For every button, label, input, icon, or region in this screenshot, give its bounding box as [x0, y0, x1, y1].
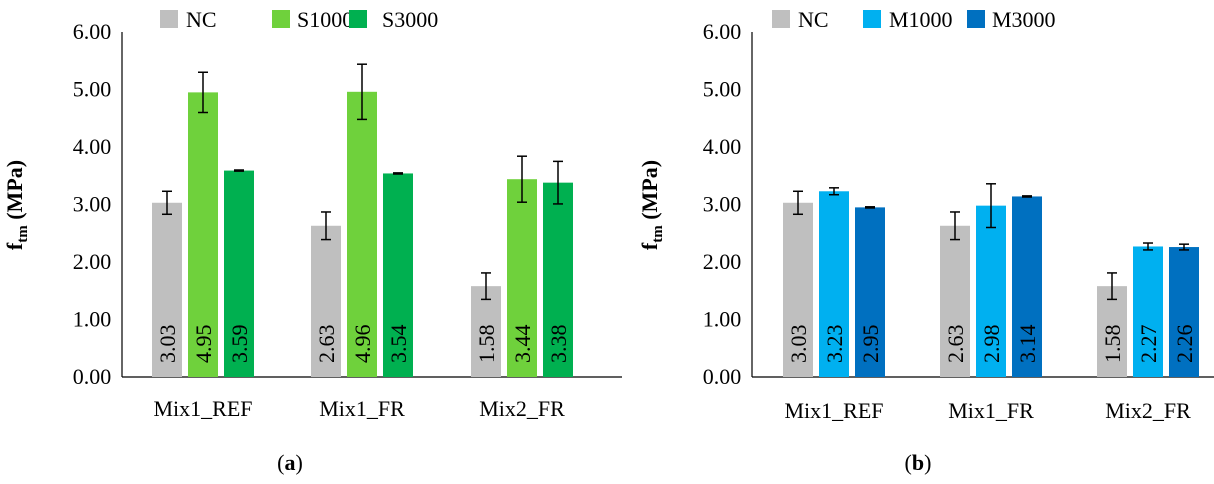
panel-label-letter: a	[285, 450, 296, 475]
data-label: 2.27	[1136, 325, 1161, 364]
y-axis-label: ftm (MPa)	[2, 160, 31, 250]
legend-label-NC: NC	[798, 7, 829, 32]
y-tick-label: 0.00	[73, 364, 112, 389]
x-category-label: Mix1_REF	[784, 398, 883, 423]
x-category-label: Mix1_FR	[948, 398, 1034, 423]
legend-swatch-S3000	[349, 10, 367, 28]
legend-swatch-NC	[772, 10, 790, 28]
legend-label-NC: NC	[186, 7, 217, 32]
y-tick-label: 4.00	[703, 134, 742, 159]
legend-label-S1000: S1000	[297, 7, 353, 32]
y-axis-label-main: f	[2, 242, 27, 250]
panel-label: (b)	[905, 450, 932, 475]
x-category-label: Mix2_FR	[479, 396, 565, 421]
bar-M1000-Mix1_FR	[976, 205, 1006, 377]
legend-label-S3000: S3000	[382, 7, 438, 32]
bar-M3000-Mix1_FR	[1012, 196, 1042, 377]
panel-label: (a)	[277, 450, 303, 475]
panel-label-close: )	[296, 450, 303, 475]
bar-M1000-Mix1_REF	[819, 191, 849, 377]
legend-swatch-M1000	[863, 10, 881, 28]
y-axis-label-sub: tm	[15, 225, 31, 243]
data-label: 4.95	[191, 325, 216, 364]
data-label: 3.59	[227, 325, 252, 364]
y-tick-label: 3.00	[73, 192, 112, 217]
panel-label-open: (	[905, 450, 912, 475]
bar-NC-Mix1_REF	[152, 202, 182, 377]
panel-label-open: (	[277, 450, 284, 475]
chart-panel-b: 0.00 1.00 2.00 3.00 4.00 5.00 6.00 ftm (MPa) 3.0…	[637, 7, 1214, 475]
bar-NC-Mix1_FR	[311, 225, 341, 377]
y-tick-label: 3.00	[703, 192, 742, 217]
x-category-label: Mix2_FR	[1105, 398, 1191, 423]
bar-S1000-Mix1_FR	[347, 91, 377, 378]
data-label: 3.38	[546, 325, 571, 364]
y-tick-label: 6.00	[703, 19, 742, 44]
bar-S3000-Mix1_REF	[224, 170, 254, 377]
bar-M3000-Mix1_REF	[855, 207, 885, 377]
bar-NC-Mix2_FR	[1097, 286, 1127, 377]
legend-label-M3000: M3000	[992, 7, 1056, 32]
data-label: 3.44	[510, 325, 535, 364]
y-tick-label: 1.00	[73, 307, 112, 332]
data-label: 1.58	[474, 325, 499, 364]
data-label: 2.98	[979, 325, 1004, 364]
data-label: 1.58	[1100, 325, 1125, 364]
bar-M3000-Mix2_FR	[1169, 247, 1199, 377]
legend-swatch-NC	[160, 10, 178, 28]
data-label: 2.26	[1172, 325, 1197, 364]
legend-swatch-M3000	[967, 10, 985, 28]
y-tick-label: 5.00	[703, 77, 742, 102]
data-label: 3.03	[786, 325, 811, 364]
y-axis-label-unit: (MPa)	[637, 160, 662, 225]
y-tick-label: 2.00	[73, 249, 112, 274]
y-axis-label-main: f	[637, 242, 662, 250]
data-label: 3.03	[155, 325, 180, 364]
data-label: 2.95	[858, 325, 883, 364]
y-tick-label: 2.00	[703, 249, 742, 274]
y-tick-label: 0.00	[703, 364, 742, 389]
bar-S3000-Mix1_FR	[383, 173, 413, 377]
data-label: 2.63	[314, 325, 339, 364]
data-label: 4.96	[350, 325, 375, 364]
data-label: 3.54	[386, 325, 411, 364]
y-tick-label: 4.00	[73, 134, 112, 159]
bar-NC-Mix1_REF	[783, 202, 813, 377]
bar-NC-Mix1_FR	[940, 225, 970, 377]
chart-panel-a: 0.00 1.00 2.00 3.00 4.00 5.00 6.00 ftm (MPa) 3.0…	[2, 7, 622, 475]
panel-label-close: )	[924, 450, 931, 475]
bar-NC-Mix2_FR	[471, 286, 501, 377]
x-category-label: Mix1_REF	[153, 396, 252, 421]
y-axis-label: ftm (MPa)	[637, 160, 666, 250]
y-axis-label-unit: (MPa)	[2, 160, 27, 225]
data-label: 2.63	[943, 325, 968, 364]
y-tick-label: 5.00	[73, 77, 112, 102]
bar-S1000-Mix1_REF	[188, 92, 218, 377]
legend-swatch-S1000	[272, 10, 290, 28]
panel-label-letter: b	[912, 450, 924, 475]
legend-label-M1000: M1000	[889, 7, 953, 32]
y-tick-label: 6.00	[73, 19, 112, 44]
data-label: 3.23	[822, 325, 847, 364]
bar-S3000-Mix2_FR	[543, 182, 573, 377]
y-axis-label-sub: tm	[650, 225, 666, 243]
x-category-label: Mix1_FR	[319, 396, 405, 421]
y-tick-label: 1.00	[703, 307, 742, 332]
data-label: 3.14	[1015, 325, 1040, 364]
bar-S1000-Mix2_FR	[507, 179, 537, 377]
bar-M1000-Mix2_FR	[1133, 246, 1163, 377]
